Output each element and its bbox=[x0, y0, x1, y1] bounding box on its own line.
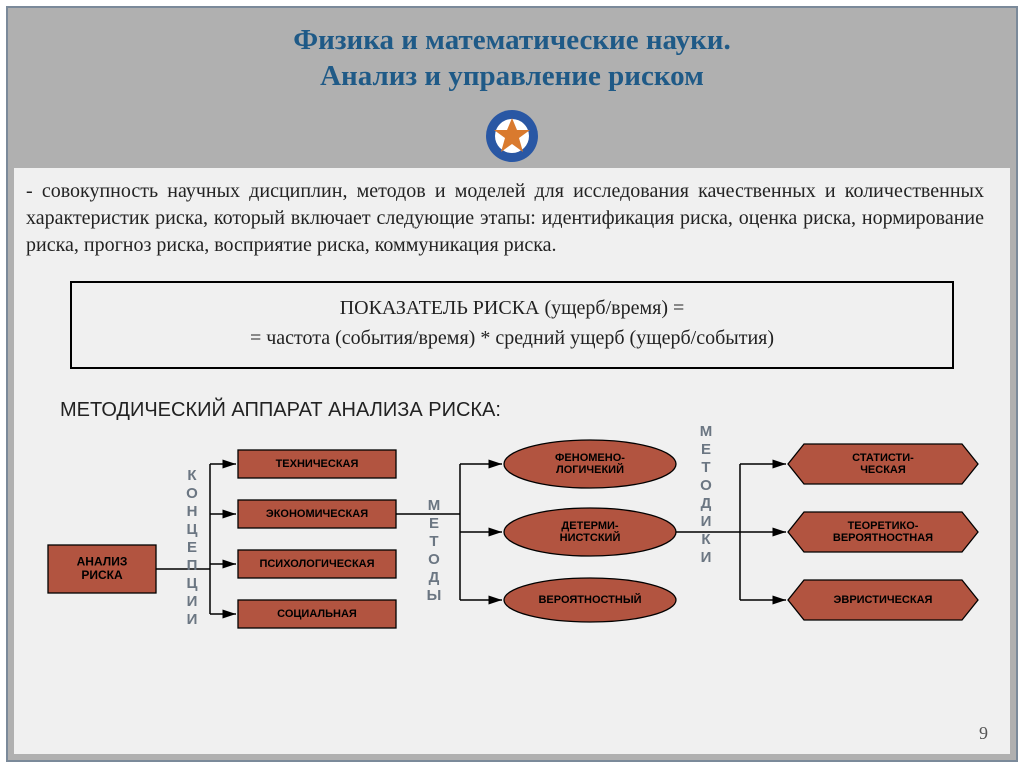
svg-text:Ы: Ы bbox=[427, 587, 442, 604]
svg-text:К: К bbox=[701, 531, 711, 548]
formula-line-1: ПОКАЗАТЕЛЬ РИСКА (ущерб/время) = bbox=[82, 293, 942, 323]
svg-text:ЧЕСКАЯ: ЧЕСКАЯ bbox=[860, 464, 906, 476]
svg-text:ТЕХНИЧЕСКАЯ: ТЕХНИЧЕСКАЯ bbox=[276, 458, 359, 470]
svg-text:О: О bbox=[428, 551, 440, 568]
title-line-2: Анализ и управление риском bbox=[38, 58, 986, 94]
formula-line-2: = частота (события/время) * средний ущер… bbox=[82, 323, 942, 353]
svg-text:РИСКА: РИСКА bbox=[81, 568, 123, 582]
svg-text:Е: Е bbox=[187, 539, 197, 556]
svg-text:И: И bbox=[187, 611, 198, 628]
svg-text:ЭВРИСТИЧЕСКАЯ: ЭВРИСТИЧЕСКАЯ bbox=[834, 594, 933, 606]
svg-text:Т: Т bbox=[701, 459, 710, 476]
diagram-heading: МЕТОДИЧЕСКИЙ АППАРАТ АНАЛИЗА РИСКА: bbox=[60, 399, 984, 422]
page-number: 9 bbox=[979, 723, 988, 744]
svg-text:Е: Е bbox=[701, 441, 711, 458]
svg-text:К: К bbox=[187, 467, 197, 484]
svg-text:П: П bbox=[187, 557, 198, 574]
svg-text:О: О bbox=[186, 485, 198, 502]
svg-text:ВЕРОЯТНОСТНАЯ: ВЕРОЯТНОСТНАЯ bbox=[833, 532, 933, 544]
svg-text:Е: Е bbox=[429, 515, 439, 532]
content-area: совокупность научных дисциплин, методов … bbox=[14, 168, 1010, 754]
svg-text:ЭКОНОМИЧЕСКАЯ: ЭКОНОМИЧЕСКАЯ bbox=[266, 508, 368, 520]
svg-text:ВЕРОЯТНОСТНЫЙ: ВЕРОЯТНОСТНЫЙ bbox=[538, 593, 641, 606]
emblem-icon bbox=[484, 108, 540, 164]
svg-text:СОЦИАЛЬНАЯ: СОЦИАЛЬНАЯ bbox=[277, 608, 357, 620]
svg-text:Ц: Ц bbox=[187, 575, 198, 592]
svg-text:АНАЛИЗ: АНАЛИЗ bbox=[77, 554, 128, 568]
slide-frame: Физика и математические науки. Анализ и … bbox=[6, 6, 1018, 762]
svg-text:Т: Т bbox=[429, 533, 438, 550]
svg-text:ФЕНОМЕНО-: ФЕНОМЕНО- bbox=[555, 452, 625, 464]
svg-text:Н: Н bbox=[187, 503, 198, 520]
svg-text:ТЕОРЕТИКО-: ТЕОРЕТИКО- bbox=[848, 520, 919, 532]
svg-text:Д: Д bbox=[701, 495, 712, 512]
svg-text:М: М bbox=[700, 423, 713, 440]
svg-text:И: И bbox=[701, 549, 712, 566]
svg-text:Ц: Ц bbox=[187, 521, 198, 538]
svg-text:ДЕТЕРМИ-: ДЕТЕРМИ- bbox=[561, 520, 618, 532]
title-line-1: Физика и математические науки. bbox=[38, 22, 986, 58]
svg-text:О: О bbox=[700, 477, 712, 494]
svg-text:ЛОГИЧЕКИЙ: ЛОГИЧЕКИЙ bbox=[556, 463, 624, 476]
svg-text:М: М bbox=[428, 497, 441, 514]
svg-text:СТАТИСТИ-: СТАТИСТИ- bbox=[852, 452, 914, 464]
description-text: совокупность научных дисциплин, методов … bbox=[26, 178, 984, 259]
title-block: Физика и математические науки. Анализ и … bbox=[8, 8, 1016, 103]
svg-text:И: И bbox=[701, 513, 712, 530]
svg-text:НИСТСКИЙ: НИСТСКИЙ bbox=[560, 531, 621, 544]
svg-text:Д: Д bbox=[429, 569, 440, 586]
formula-box: ПОКАЗАТЕЛЬ РИСКА (ущерб/время) = = часто… bbox=[70, 281, 954, 369]
svg-text:ПСИХОЛОГИЧЕСКАЯ: ПСИХОЛОГИЧЕСКАЯ bbox=[259, 558, 374, 570]
risk-analysis-diagram: КОНЦЕПЦИИМЕТОДЫМЕТОДИКИАНАЛИЗРИСКАТЕХНИЧ… bbox=[40, 422, 1000, 682]
svg-text:И: И bbox=[187, 593, 198, 610]
